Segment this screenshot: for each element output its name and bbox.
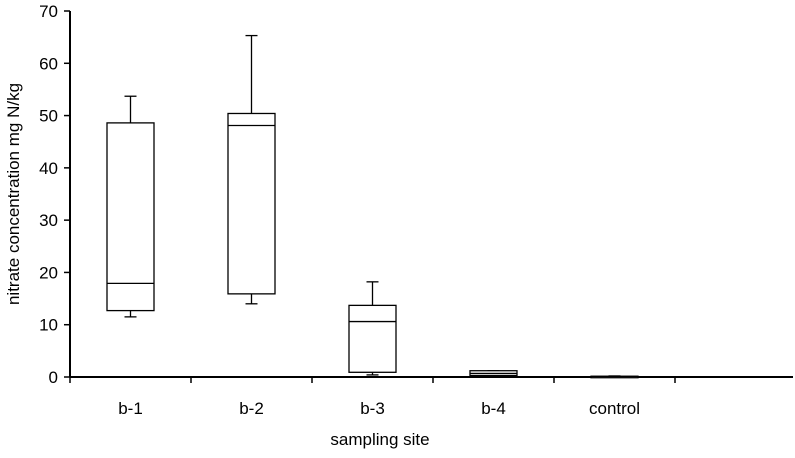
y-tick-label: 0 xyxy=(49,368,58,387)
iqr-box xyxy=(106,122,155,312)
x-tick-label: b-2 xyxy=(239,399,264,418)
y-tick-label: 50 xyxy=(39,107,58,126)
y-tick-label: 10 xyxy=(39,316,58,335)
box-control xyxy=(590,375,639,379)
box-b-3 xyxy=(348,281,397,376)
y-tick-label: 40 xyxy=(39,159,58,178)
y-tick-label: 60 xyxy=(39,54,58,73)
y-tick-label: 30 xyxy=(39,211,58,230)
box-series xyxy=(106,34,639,379)
y-axis: 0 10 20 30 40 50 60 70 xyxy=(39,2,71,387)
x-tick-label: control xyxy=(589,399,640,418)
box-b-1 xyxy=(106,95,155,318)
x-axis: b-1 b-2 b-3 b-4 control xyxy=(69,376,793,418)
x-tick-label: b-3 xyxy=(360,399,385,418)
y-tick-label: 70 xyxy=(39,2,58,21)
y-tick-label: 20 xyxy=(39,263,58,282)
x-tick-label: b-1 xyxy=(118,399,143,418)
x-axis-title: sampling site xyxy=(330,430,429,449)
box-b-4 xyxy=(469,370,518,377)
y-axis-title: nitrate concentration mg N/kg xyxy=(4,83,23,305)
box-b-2 xyxy=(227,34,276,305)
iqr-box xyxy=(348,304,397,373)
x-tick-label: b-4 xyxy=(481,399,506,418)
iqr-box xyxy=(227,112,276,295)
